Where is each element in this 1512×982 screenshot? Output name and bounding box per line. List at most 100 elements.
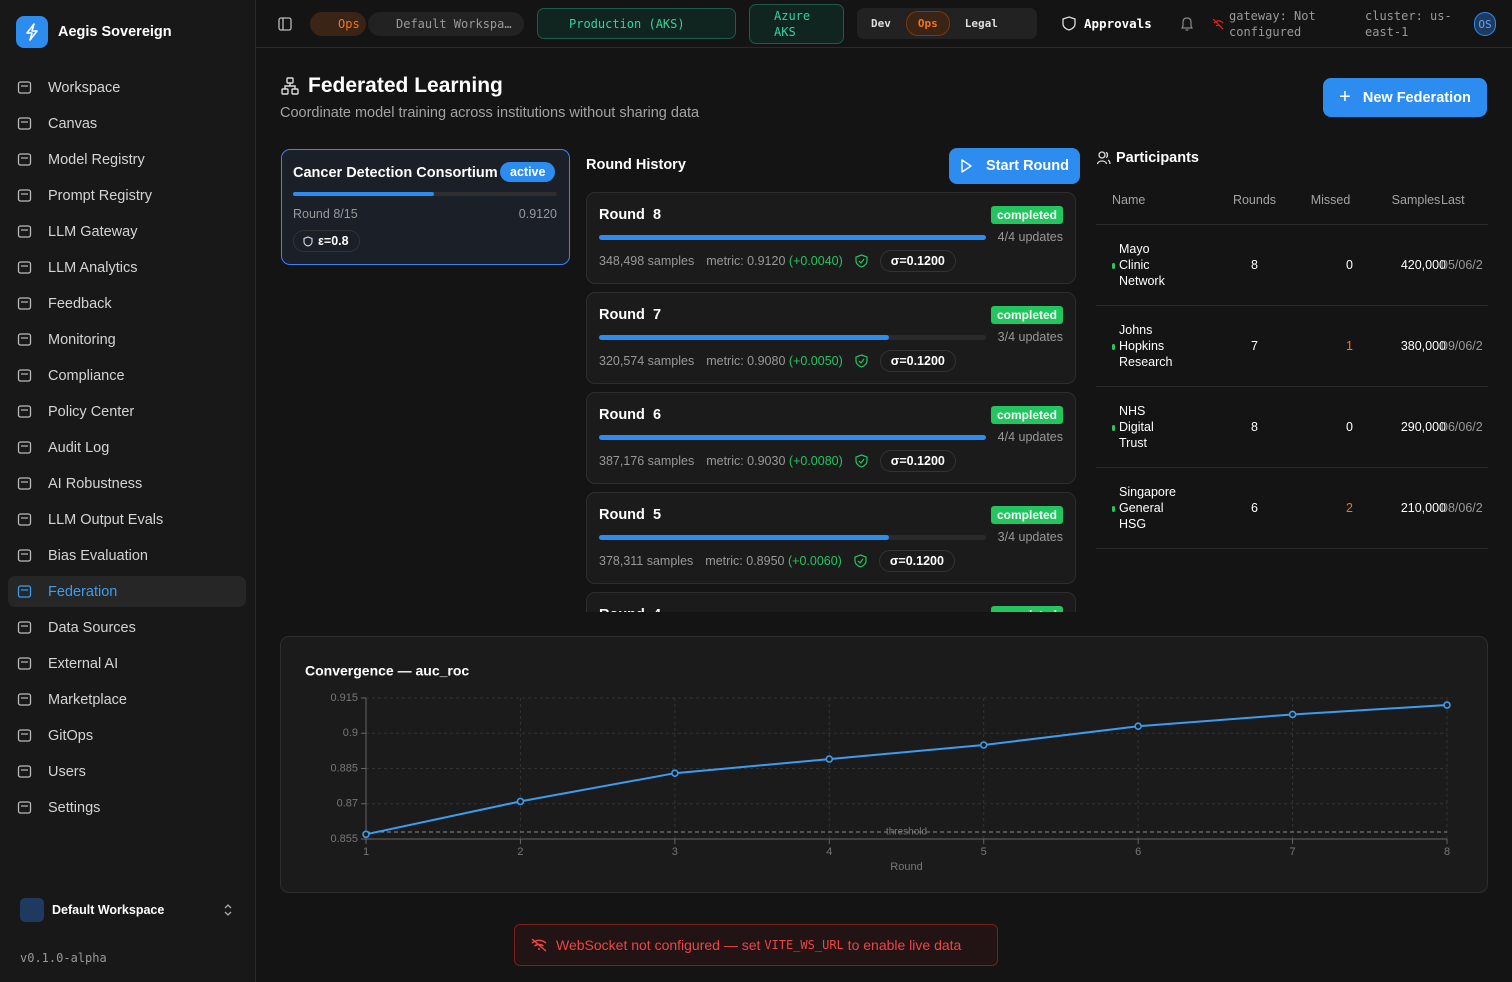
nav-label: LLM Analytics [48,259,138,276]
sigma: σ=0.1200 [879,250,956,272]
nav-item[interactable]: Settings [8,792,246,823]
banner-code: VITE_WS_URL [764,938,844,952]
chart-title: Convergence — auc_roc [305,663,469,679]
nav-label: External AI [48,655,119,672]
bell[interactable] [1180,16,1194,32]
nav-icon [17,369,32,382]
threshold-label: threshold [886,827,927,838]
y-tick-label: 0.885 [330,762,358,774]
nav-icon [17,189,32,202]
nav-item[interactable]: Marketplace [8,684,246,715]
nav-icon [17,333,32,346]
new-federation-button[interactable]: + New Federation [1323,78,1487,117]
x-tick-label: 6 [1135,846,1141,858]
updates-total: 4 [1005,430,1015,444]
nav-label: AI Robustness [48,475,143,492]
round-card: Round 7 completed 34 updates 320,574 sample… [586,292,1076,384]
role-pill[interactable]: Ops [310,12,366,36]
x-axis-label: Round [890,861,922,873]
nav-label: Prompt Registry [48,187,152,204]
status-dot [1112,506,1115,512]
round-number: 7 [652,307,662,323]
cell: 8 [1251,420,1258,434]
nav-item[interactable]: Canvas [8,108,246,139]
nav-item[interactable]: Feedback [8,288,246,319]
logo-icon [26,23,38,41]
plus: + [1339,86,1351,108]
round-progress: Round 815 [293,207,358,221]
play-icon [961,159,972,173]
metric-value: metric: 0.9080 [706,354,786,368]
cell: Johns Hopkins Research [1119,323,1173,369]
nav-item[interactable]: GitOps [8,720,246,751]
round-heading: Round 5 [599,507,661,523]
nav-item[interactable]: Model Registry [8,144,246,175]
round-heading: Round 8 [599,207,661,223]
round-label: Round [599,507,645,523]
workspace-switcher[interactable]: Default Workspace [20,898,242,922]
nav-icon [17,297,32,310]
panel-toggle[interactable] [278,17,292,31]
series-line [365,704,1448,836]
cluster-provider-pill[interactable]: Azure AKS [749,4,844,44]
nav-item[interactable]: LLM Analytics [8,252,246,283]
workspace-icon [20,898,44,922]
nav-icon [17,153,32,166]
nav-item[interactable]: AI Robustness [8,468,246,499]
updates-done: 4 [997,430,1005,444]
nav-label: Federation [48,583,118,600]
round-label: Round [599,407,645,423]
nav-icon [17,549,32,562]
progress-bar [599,435,986,440]
updates: 34 updates [998,530,1063,544]
nav-item[interactable]: Users [8,756,246,787]
approvals[interactable]: Approvals [1062,8,1152,39]
nav-item[interactable]: Data Sources [8,612,246,643]
nav-label: Bias Evaluation [48,547,148,564]
nav-icon [17,621,32,634]
start-round-button[interactable]: Start Round [949,148,1080,184]
sigma: σ=0.1200 [879,350,956,372]
banner-text: WebSocket not configured — set [556,937,765,953]
nav-item[interactable]: Workspace [8,72,246,103]
round-number: 5 [652,507,662,523]
epsilon-value: ε=0.8 [318,234,349,248]
column-header: Rounds [1232,193,1277,207]
nav-item[interactable]: Prompt Registry [8,180,246,211]
cell: 8 [1251,258,1258,272]
nav-label: Audit Log [48,439,110,456]
environment-pill[interactable]: Production (AKS) [537,8,736,39]
nav-item[interactable]: LLM Gateway [8,216,246,247]
mode[interactable]: Ops [905,11,950,36]
nav-item[interactable]: Policy Center [8,396,246,427]
nav-item[interactable]: Bias Evaluation [8,540,246,571]
cell: 380,000 [1400,339,1446,353]
updates-done: 3 [997,330,1005,344]
nav-item[interactable]: Compliance [8,360,246,391]
column-header: Name [1112,193,1146,207]
nav-item[interactable]: Monitoring [8,324,246,355]
nav-item[interactable]: External AI [8,648,246,679]
progress-track [599,235,986,240]
metric-value: metric: 0.9030 [706,454,786,468]
cell: NHS Digital Trust [1119,404,1154,450]
nav-item[interactable]: LLM Output Evals [8,504,246,535]
nav-item[interactable]: Federation [8,576,246,607]
nav-label: GitOps [48,727,94,744]
mode[interactable]: Dev [871,17,891,30]
updates-label: updates [1018,330,1063,344]
workspace-pill[interactable]: Default Workspa… [368,12,524,36]
metric: metric: 0.9120 (+0.0040) [706,254,843,268]
nav-item[interactable]: Audit Log [8,432,246,463]
title-icon [281,77,299,95]
avatar[interactable]: OS [1474,12,1496,36]
topbar: Ops Default Workspa… Production (AKS) Az… [256,0,1512,48]
cell: 2 [1346,501,1353,515]
data-point [1443,701,1451,709]
federation-card[interactable]: Cancer Detection Consortium active Round… [281,149,570,265]
round-number: 4 [653,607,661,612]
nav-icon [17,405,32,418]
nav-icon [17,117,32,130]
mode[interactable]: Legal [964,17,998,30]
progress-track [293,192,557,196]
